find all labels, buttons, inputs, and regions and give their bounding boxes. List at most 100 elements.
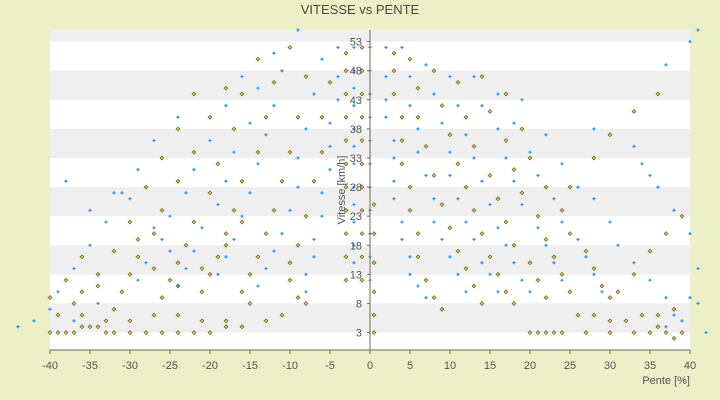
data-point-olive	[95, 324, 101, 330]
data-point-olive	[159, 330, 165, 335]
x-tick-label: 10	[444, 360, 456, 372]
data-point-blue	[392, 156, 396, 160]
data-point-olive	[199, 266, 205, 271]
data-point-blue	[288, 208, 292, 212]
data-point-olive	[239, 289, 245, 295]
data-point-blue	[592, 197, 596, 201]
data-point-olive	[55, 312, 61, 318]
data-point-olive	[639, 312, 645, 318]
data-point-blue	[352, 185, 356, 189]
data-point-olive	[543, 295, 549, 301]
data-point-blue	[416, 284, 420, 288]
data-point-olive	[343, 231, 349, 237]
data-point-blue	[72, 266, 76, 271]
data-point-olive	[559, 271, 565, 277]
data-point-blue	[504, 156, 508, 160]
data-point-blue	[488, 272, 492, 276]
data-point-olive	[239, 219, 245, 225]
data-point-blue	[88, 208, 92, 212]
data-point-olive	[215, 161, 221, 167]
data-point-olive	[343, 254, 349, 260]
data-point-blue	[352, 127, 356, 131]
data-point-olive	[191, 330, 197, 335]
data-point-blue	[336, 74, 340, 79]
data-point-blue	[632, 144, 636, 148]
data-point-olive	[287, 260, 293, 266]
data-point-olive	[415, 231, 421, 237]
data-point-blue	[384, 45, 388, 50]
data-point-olive	[343, 91, 349, 97]
data-point-olive	[295, 295, 301, 301]
data-point-olive	[543, 184, 549, 190]
data-point-olive	[371, 289, 377, 295]
data-point-olive	[407, 207, 413, 213]
data-point-blue	[336, 45, 340, 50]
data-point-olive	[343, 207, 349, 213]
data-point-blue	[352, 69, 356, 73]
data-point-olive	[207, 271, 213, 277]
data-point-olive	[191, 91, 197, 97]
data-point-blue	[656, 185, 660, 189]
data-point-olive	[247, 301, 253, 306]
data-point-blue	[696, 301, 700, 306]
x-tick-label: -5	[325, 360, 335, 372]
data-point-blue	[352, 202, 356, 207]
data-point-blue	[584, 255, 588, 259]
data-point-blue	[152, 138, 156, 143]
data-point-blue	[408, 272, 412, 276]
data-point-blue	[696, 266, 700, 271]
data-point-blue	[112, 191, 116, 195]
data-point-olive	[183, 242, 189, 248]
data-point-blue	[464, 290, 468, 294]
data-point-blue	[352, 86, 356, 90]
data-point-blue	[448, 173, 452, 178]
data-point-olive	[223, 318, 229, 324]
data-point-blue	[272, 104, 276, 108]
data-point-olive	[207, 114, 213, 120]
data-point-blue	[408, 104, 412, 108]
data-point-blue	[480, 104, 484, 108]
data-point-olive	[151, 312, 157, 318]
data-point-olive	[359, 91, 365, 97]
data-point-blue	[200, 226, 204, 230]
y-tick-label: 23	[350, 211, 362, 223]
data-point-olive	[455, 248, 461, 254]
data-point-blue	[320, 57, 324, 61]
data-point-olive	[263, 231, 269, 237]
data-point-olive	[631, 271, 637, 277]
data-point-blue	[552, 261, 556, 265]
data-point-olive	[359, 184, 365, 190]
data-point-blue	[680, 319, 684, 323]
data-point-olive	[455, 161, 461, 167]
data-point-blue	[352, 144, 356, 148]
data-point-olive	[247, 271, 253, 277]
data-point-olive	[359, 161, 365, 167]
data-point-olive	[567, 231, 573, 237]
data-point-blue	[552, 197, 556, 201]
data-point-blue	[528, 150, 532, 154]
data-point-olive	[199, 289, 205, 295]
data-point-blue	[224, 255, 228, 259]
data-point-olive	[343, 50, 349, 56]
data-point-olive	[543, 237, 549, 242]
data-point-olive	[303, 213, 309, 219]
data-point-olive	[447, 225, 453, 231]
data-point-olive	[655, 91, 661, 97]
data-point-blue	[152, 226, 156, 230]
data-point-olive	[519, 190, 525, 196]
data-point-olive	[303, 74, 309, 79]
data-point-blue	[536, 226, 540, 230]
data-point-olive	[159, 155, 165, 161]
data-point-olive	[175, 312, 181, 318]
data-point-blue	[280, 232, 284, 236]
data-point-olive	[287, 45, 293, 50]
data-point-blue	[272, 51, 276, 55]
data-point-blue	[464, 133, 468, 137]
data-point-blue	[688, 40, 692, 44]
data-point-blue	[392, 197, 396, 201]
data-point-olive	[439, 103, 445, 109]
x-tick-label: -40	[42, 360, 58, 372]
data-point-blue	[704, 330, 708, 335]
data-point-blue	[440, 121, 444, 125]
